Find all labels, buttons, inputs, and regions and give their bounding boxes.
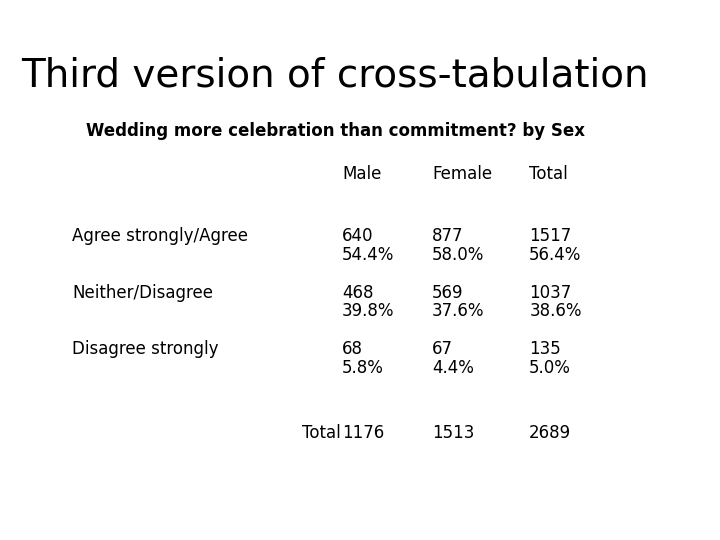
- Text: 640: 640: [342, 227, 374, 245]
- Text: 5.0%: 5.0%: [529, 359, 571, 377]
- Text: Female: Female: [432, 165, 492, 183]
- Text: 58.0%: 58.0%: [432, 246, 485, 264]
- Text: 68: 68: [342, 340, 363, 358]
- Text: Agree strongly/Agree: Agree strongly/Agree: [72, 227, 248, 245]
- Text: 38.6%: 38.6%: [529, 302, 582, 320]
- Text: 135: 135: [529, 340, 561, 358]
- Text: Wedding more celebration than commitment? by Sex: Wedding more celebration than commitment…: [86, 122, 585, 139]
- Text: Disagree strongly: Disagree strongly: [72, 340, 218, 358]
- Text: 468: 468: [342, 284, 374, 301]
- Text: Total: Total: [529, 165, 568, 183]
- Text: 54.4%: 54.4%: [342, 246, 395, 264]
- Text: 1517: 1517: [529, 227, 572, 245]
- Text: 37.6%: 37.6%: [432, 302, 485, 320]
- Text: 877: 877: [432, 227, 464, 245]
- Text: 39.8%: 39.8%: [342, 302, 395, 320]
- Text: 56.4%: 56.4%: [529, 246, 582, 264]
- Text: 1037: 1037: [529, 284, 572, 301]
- Text: Total: Total: [302, 424, 341, 442]
- Text: Third version of cross-tabulation: Third version of cross-tabulation: [22, 57, 649, 94]
- Text: 1176: 1176: [342, 424, 384, 442]
- Text: Neither/Disagree: Neither/Disagree: [72, 284, 213, 301]
- Text: 4.4%: 4.4%: [432, 359, 474, 377]
- Text: 67: 67: [432, 340, 453, 358]
- Text: 569: 569: [432, 284, 464, 301]
- Text: 5.8%: 5.8%: [342, 359, 384, 377]
- Text: 2689: 2689: [529, 424, 572, 442]
- Text: Male: Male: [342, 165, 382, 183]
- Text: 1513: 1513: [432, 424, 474, 442]
